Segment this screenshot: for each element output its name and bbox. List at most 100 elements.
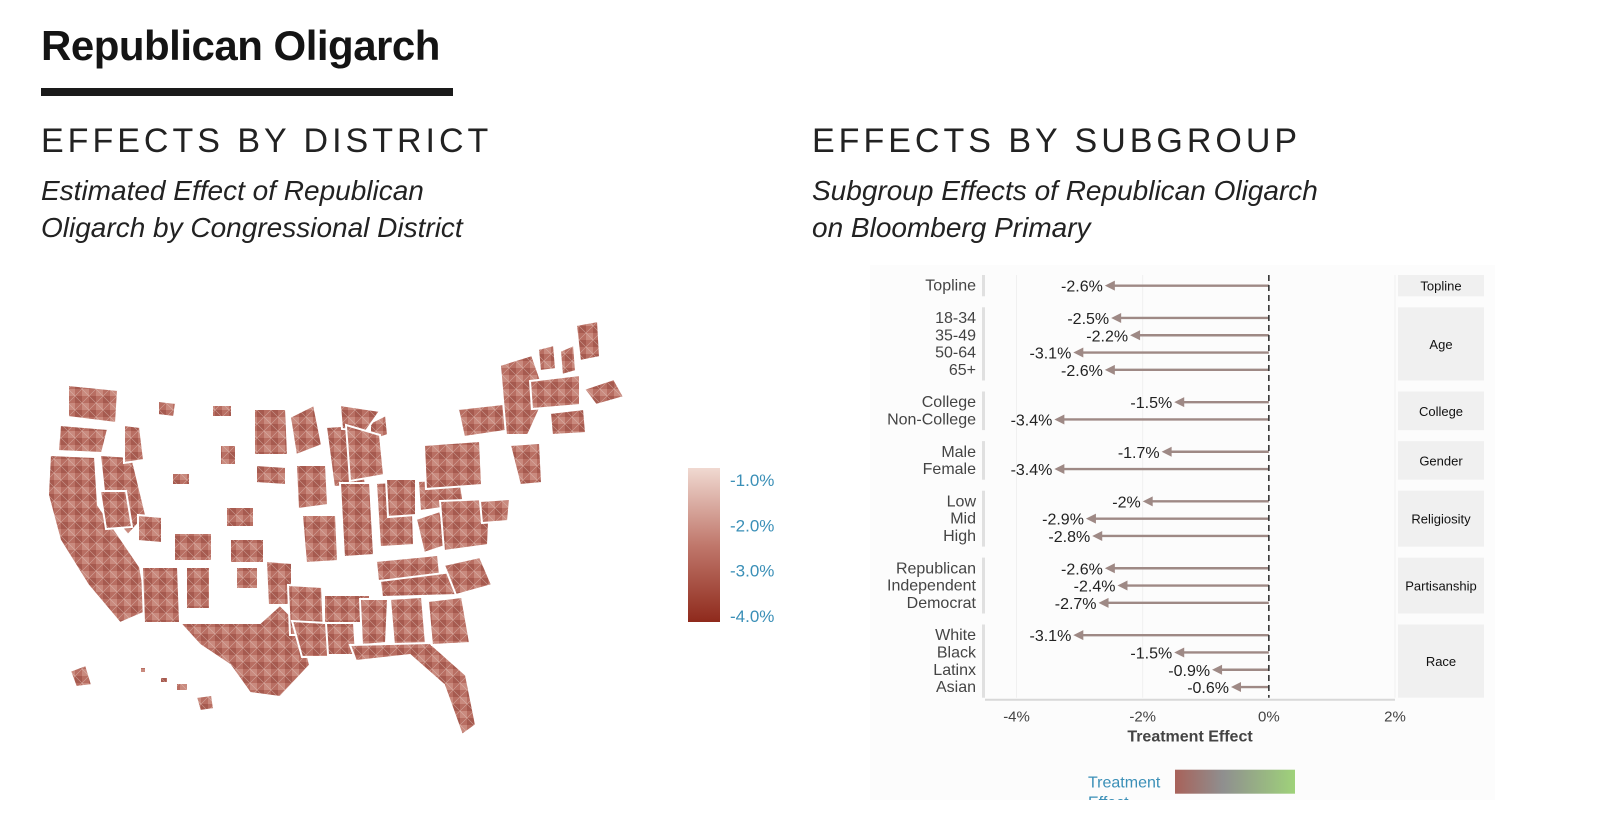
- district-legend-label: -4.0%: [730, 607, 774, 626]
- district-heading: EFFECTS BY DISTRICT: [41, 122, 493, 160]
- x-axis-title: Treatment Effect: [1127, 729, 1253, 746]
- facet-label: Partisanship: [1405, 579, 1477, 594]
- row-label: Topline: [925, 278, 976, 295]
- effect-value-label: -1.5%: [1130, 645, 1172, 662]
- row-label: Male: [941, 444, 976, 461]
- subgroup-college: College College -1.5% Non-College -3.4%: [887, 391, 1484, 431]
- effect-value-label: -2.6%: [1061, 279, 1103, 296]
- district-legend-label: -3.0%: [730, 562, 774, 581]
- effect-arrow-head: [1054, 464, 1065, 475]
- effect-arrow-head: [1130, 330, 1141, 341]
- effect-value-label: -2.6%: [1061, 561, 1103, 578]
- group-separator: [982, 557, 985, 614]
- effect-arrow-head: [1073, 630, 1084, 641]
- state-shapes: [46, 319, 626, 737]
- subgroup-subtitle-line2: on Bloomberg Primary: [812, 212, 1091, 243]
- effect-arrow-head: [1073, 347, 1084, 358]
- treatment-legend-title: Treatment: [1088, 775, 1161, 792]
- effect-arrow-head: [1142, 496, 1153, 507]
- facet-label-box: [1398, 557, 1484, 614]
- effect-arrow-head: [1212, 664, 1223, 675]
- effect-arrow-head: [1098, 597, 1109, 608]
- effect-arrow-head: [1231, 682, 1241, 693]
- row-label: Democrat: [907, 595, 977, 612]
- facet-label: Age: [1429, 337, 1452, 352]
- group-separator: [982, 307, 985, 381]
- district-legend-bar: [688, 468, 720, 622]
- row-label: College: [922, 394, 976, 411]
- effect-value-label: -1.7%: [1118, 445, 1160, 462]
- row-label: High: [943, 528, 976, 545]
- row-label: White: [935, 627, 976, 644]
- effect-arrow-head: [1161, 446, 1172, 457]
- row-label: 65+: [949, 362, 976, 379]
- row-label: Mid: [950, 511, 976, 528]
- facet-label-box: [1398, 307, 1484, 381]
- district-legend-label: -1.0%: [730, 471, 774, 490]
- effect-arrow-head: [1104, 280, 1115, 291]
- group-separator: [982, 490, 985, 547]
- facet-label-box: [1398, 490, 1484, 547]
- row-label: 50-64: [935, 345, 976, 362]
- district-subtitle: Estimated Effect of Republican Oligarch …: [41, 172, 463, 246]
- effect-arrow-head: [1054, 414, 1065, 425]
- subgroup-heading: EFFECTS BY SUBGROUP: [812, 122, 1302, 160]
- effect-arrow-head: [1092, 530, 1103, 541]
- group-separator: [982, 391, 985, 431]
- subgroup-subtitle-line1: Subgroup Effects of Republican Oligarch: [812, 175, 1318, 206]
- subgroup-age: Age 18-34 -2.5% 35-49 -2.2% 50-64 -3.1% 65+ -2.6…: [935, 307, 1484, 381]
- district-subtitle-line2: Oligarch by Congressional District: [41, 212, 463, 243]
- row-label: Latinx: [933, 662, 976, 679]
- effect-arrow-head: [1174, 397, 1185, 408]
- facet-label: Religiosity: [1411, 512, 1471, 527]
- subgroup-religiosity: Religiosity Low -2% Mid -2.9% High -2.8%: [943, 490, 1484, 547]
- subgroup-subtitle: Subgroup Effects of Republican Oligarch …: [812, 172, 1318, 246]
- row-label: Republican: [896, 560, 976, 577]
- effect-value-label: -2.4%: [1074, 579, 1116, 596]
- row-label: 18-34: [935, 310, 976, 327]
- x-tick-label: -2%: [1129, 709, 1156, 726]
- district-subtitle-line1: Estimated Effect of Republican: [41, 175, 424, 206]
- effect-arrow-head: [1174, 647, 1185, 658]
- effect-value-label: -3.1%: [1030, 628, 1072, 645]
- group-separator: [982, 624, 985, 698]
- facet-label: Gender: [1419, 453, 1463, 468]
- effect-arrow-head: [1117, 580, 1128, 591]
- effect-value-label: -2%: [1112, 494, 1140, 511]
- subgroup-topline: Topline Topline -2.6%: [925, 275, 1484, 297]
- group-separator: [982, 275, 985, 297]
- x-tick-label: -4%: [1003, 709, 1030, 726]
- facet-label-box: [1398, 275, 1484, 297]
- subgroup-partisanship: Partisanship Republican -2.6% Independent -2…: [887, 557, 1484, 614]
- row-label: Independent: [887, 578, 977, 595]
- facet-label-box: [1398, 441, 1484, 480]
- row-label: Asian: [936, 679, 976, 696]
- effect-value-label: -0.6%: [1187, 680, 1229, 697]
- row-label: Non-College: [887, 411, 976, 428]
- subgroup-gender: Gender Male -1.7% Female -3.4%: [923, 441, 1484, 480]
- effect-value-label: -3.4%: [1011, 462, 1053, 479]
- x-tick-label: 0%: [1258, 709, 1280, 726]
- title-underline: [41, 88, 453, 96]
- effect-value-label: -3.4%: [1011, 412, 1053, 429]
- facet-label: College: [1419, 404, 1463, 419]
- facet-label-box: [1398, 624, 1484, 698]
- effect-value-label: -2.9%: [1042, 512, 1084, 529]
- effect-value-label: -0.9%: [1168, 663, 1210, 680]
- subgroup-race: Race White -3.1% Black -1.5% Latinx -0.9% Asian…: [933, 624, 1484, 698]
- facet-label: Race: [1426, 654, 1456, 669]
- treatment-legend-title: Effect: [1088, 795, 1129, 800]
- group-separator: [982, 441, 985, 480]
- facet-label-box: [1398, 391, 1484, 431]
- effect-value-label: -2.8%: [1048, 529, 1090, 546]
- effect-arrow-head: [1085, 513, 1096, 524]
- effect-value-label: -1.5%: [1130, 395, 1172, 412]
- effect-value-label: -2.5%: [1067, 311, 1109, 328]
- district-map: [46, 319, 626, 737]
- row-label: 35-49: [935, 327, 976, 344]
- effect-value-label: -3.1%: [1030, 346, 1072, 363]
- effect-arrow-head: [1104, 563, 1115, 574]
- effect-arrow-head: [1104, 364, 1115, 375]
- chart-background: [870, 265, 1495, 800]
- district-legend: -1.0% -2.0% -3.0% -4.0%: [688, 468, 774, 626]
